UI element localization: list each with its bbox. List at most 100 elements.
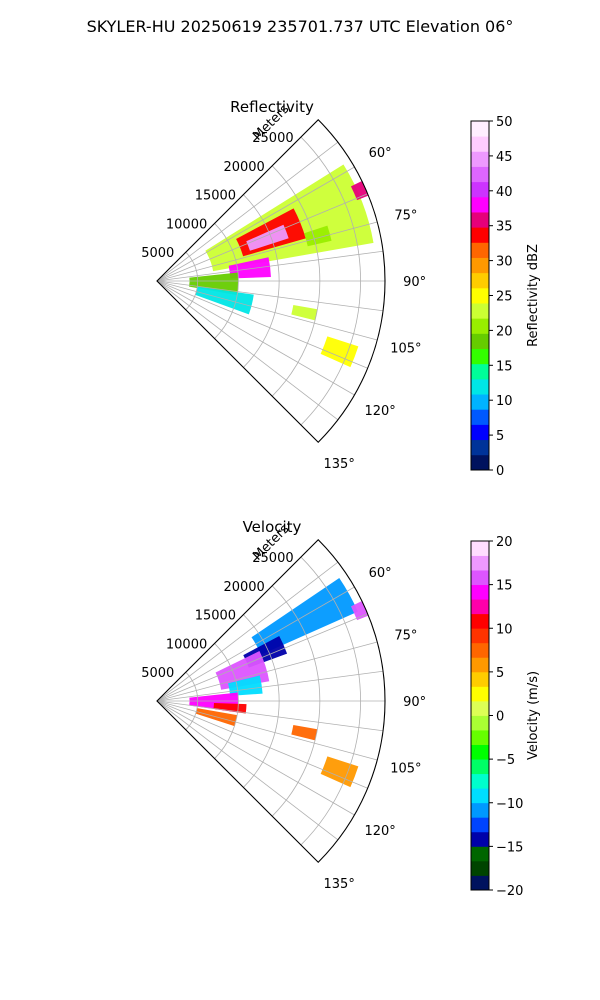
grid-spoke xyxy=(156,280,378,341)
colorbar-segment xyxy=(471,272,489,289)
reflectivity-colorbar: 0 5 10 15 20 25 30 35 40 45 50 Reflectivity dBZ xyxy=(470,115,541,479)
figure-title: SKYLER-HU 20250619 235701.737 UTC Elevat… xyxy=(87,17,514,36)
colorbar-segment xyxy=(471,378,489,395)
grid-spoke xyxy=(156,670,384,702)
colorbar-segment xyxy=(471,318,489,334)
colorbar-segment xyxy=(471,875,489,891)
grid-spoke xyxy=(156,586,355,702)
grid-spoke xyxy=(156,280,384,312)
radial-tick-label: 5000 xyxy=(141,246,174,261)
angle-tick-label: 105° xyxy=(390,762,421,777)
colorbar-segment xyxy=(471,671,489,687)
colorbar-segment xyxy=(471,817,489,833)
colorbar-tick-label: 15 xyxy=(496,579,513,594)
echo-cell xyxy=(291,725,318,741)
colorbar-tick-label: 15 xyxy=(496,359,513,374)
colorbar-segment xyxy=(471,555,489,571)
colorbar-segment xyxy=(471,196,489,213)
colorbar-segment xyxy=(471,166,489,183)
colorbar-segment xyxy=(471,287,489,304)
colorbar-label: Reflectivity dBZ xyxy=(526,244,541,347)
colorbar-segment xyxy=(471,333,489,350)
echo-cell xyxy=(189,272,239,296)
grid-spoke xyxy=(156,221,378,282)
grid-spoke xyxy=(156,561,339,702)
colorbar-tick-label: 45 xyxy=(496,150,513,165)
echo-cell xyxy=(228,257,271,279)
grid-spoke xyxy=(156,280,355,396)
colorbar-tick-label: 30 xyxy=(496,255,513,270)
angle-tick-label: 60° xyxy=(369,566,392,581)
colorbar-segment xyxy=(471,860,489,876)
velocity-panel: Velocity500010000150002000025000Meters60… xyxy=(141,518,426,892)
echo-cell xyxy=(291,305,318,321)
angle-tick-label: 105° xyxy=(390,342,421,357)
colorbar-segment xyxy=(471,409,489,425)
angle-tick-label: 75° xyxy=(394,628,417,643)
colorbar-segment xyxy=(471,584,489,600)
colorbar-tick-label: 25 xyxy=(496,290,513,305)
angle-tick-label: 90° xyxy=(403,695,426,710)
colorbar-tick-label: 35 xyxy=(496,220,513,235)
grid-spoke xyxy=(156,641,378,702)
grid-spoke xyxy=(156,700,355,816)
angle-tick-label: 75° xyxy=(394,208,417,223)
radial-tick-label: 20000 xyxy=(223,160,264,175)
colorbar-tick-label: 20 xyxy=(496,324,513,339)
colorbar-tick-label: 40 xyxy=(496,185,513,200)
colorbar-segment xyxy=(471,454,489,471)
colorbar-segment xyxy=(471,831,489,847)
colorbar-segment xyxy=(471,730,489,745)
colorbar-segment xyxy=(471,541,489,556)
velocity-colorbar: −20 −15 −10 −5 0 5 10 15 20 Velocity (m/s) xyxy=(470,535,541,899)
colorbar-segment xyxy=(471,181,489,198)
colorbar-tick-label: 50 xyxy=(496,115,513,130)
grid-spoke xyxy=(156,280,339,421)
echo-cell xyxy=(195,286,254,315)
angle-tick-label: 135° xyxy=(324,877,355,892)
radial-tick-label: 25000 xyxy=(252,131,293,146)
colorbar-segment xyxy=(471,439,489,456)
colorbar-segment xyxy=(471,628,489,644)
colorbar-tick-label: 5 xyxy=(496,666,504,681)
colorbar-tick-label: 10 xyxy=(496,394,513,409)
colorbar-tick-label: −5 xyxy=(496,753,515,768)
grid-spoke xyxy=(156,250,384,282)
colorbar-segment xyxy=(471,657,489,673)
radial-tick-label: 10000 xyxy=(166,637,207,652)
radial-tick-label: 20000 xyxy=(223,580,264,595)
grid-spoke xyxy=(156,700,378,761)
colorbar-segment xyxy=(471,599,489,615)
colorbar-segment xyxy=(471,773,489,789)
angle-tick-label: 135° xyxy=(324,457,355,472)
reflectivity-panel: Reflectivity500010000150002000025000Mete… xyxy=(141,98,426,472)
colorbar-tick-label: −15 xyxy=(496,840,523,855)
grid-spoke xyxy=(156,141,339,282)
grid-spoke xyxy=(156,700,339,841)
colorbar-tick-label: 5 xyxy=(496,429,504,444)
echo-cell xyxy=(320,336,359,368)
sector-frame xyxy=(156,119,386,443)
colorbar-tick-label: −10 xyxy=(496,797,523,812)
radial-tick-label: 10000 xyxy=(166,217,207,232)
colorbar-segment xyxy=(471,759,489,775)
radial-tick-label: 25000 xyxy=(252,551,293,566)
radial-tick-label: 15000 xyxy=(195,189,236,204)
colorbar-segment xyxy=(471,802,489,818)
angle-tick-label: 120° xyxy=(364,824,395,839)
colorbar-segment xyxy=(471,613,489,629)
colorbar-segment xyxy=(471,642,489,658)
grid-spoke xyxy=(156,700,368,789)
echo-cell xyxy=(304,225,332,247)
colorbar-segment xyxy=(471,686,489,702)
colorbar-segment xyxy=(471,348,489,365)
grid-spoke xyxy=(156,280,368,369)
angle-tick-label: 60° xyxy=(369,146,392,161)
colorbar-segment xyxy=(471,363,489,380)
colorbar-segment xyxy=(471,257,489,274)
angle-tick-label: 120° xyxy=(364,404,395,419)
echo-cell xyxy=(320,756,359,788)
grid-spoke xyxy=(156,166,355,282)
colorbar-segment xyxy=(471,570,489,586)
